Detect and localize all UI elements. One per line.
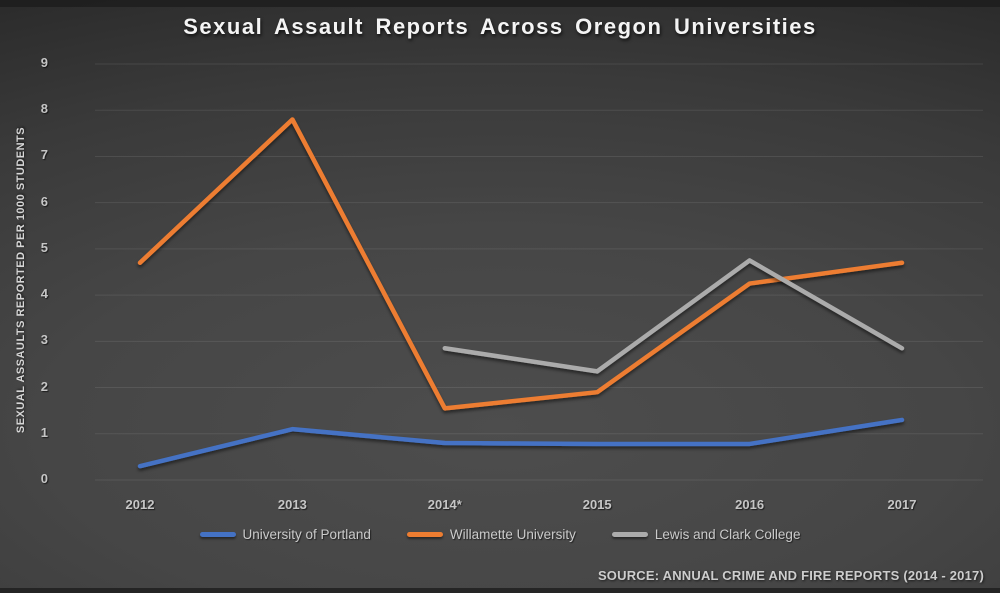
series-line-willamette-university bbox=[137, 117, 905, 411]
top-edge-strip bbox=[0, 0, 1000, 7]
x-tick-label: 2016 bbox=[735, 497, 765, 512]
series-lines bbox=[137, 117, 905, 469]
legend-item: Willamette University bbox=[406, 527, 576, 542]
bottom-edge-strip bbox=[0, 588, 1000, 593]
x-tick-label: 2017 bbox=[887, 497, 917, 512]
y-tick-label: 3 bbox=[40, 332, 48, 348]
legend-item: University of Portland bbox=[199, 527, 371, 542]
y-tick-label: 5 bbox=[40, 239, 48, 255]
y-tick-label: 0 bbox=[40, 471, 48, 486]
x-tick-label: 2012 bbox=[125, 497, 155, 512]
legend-swatch-icon bbox=[406, 532, 443, 537]
x-tick-label: 2014* bbox=[427, 497, 462, 512]
series-line-university-of-portland bbox=[137, 417, 905, 469]
chart-legend: University of Portland Willamette Univers… bbox=[0, 527, 1000, 542]
x-tick-label: 2015 bbox=[582, 497, 612, 512]
y-tick-label: 6 bbox=[40, 193, 48, 209]
legend-label: Willamette University bbox=[449, 527, 576, 542]
legend-swatch-icon bbox=[611, 532, 648, 537]
series-line-lewis-and-clark-college bbox=[442, 258, 905, 374]
y-tick-label: 9 bbox=[40, 55, 48, 70]
legend-item: Lewis and Clark College bbox=[611, 527, 801, 542]
legend-label: University of Portland bbox=[242, 527, 371, 542]
x-tick-label: 2013 bbox=[277, 497, 307, 512]
chart-title: Sexual Assault Reports Across Oregon Uni… bbox=[183, 14, 817, 39]
legend-label: Lewis and Clark College bbox=[654, 527, 801, 542]
y-tick-label: 4 bbox=[40, 286, 48, 302]
gridlines bbox=[95, 63, 983, 481]
y-tick-label: 2 bbox=[40, 378, 48, 394]
y-tick-label: 8 bbox=[40, 101, 48, 117]
y-tick-label: 7 bbox=[40, 147, 48, 163]
legend-swatch-icon bbox=[199, 532, 236, 537]
source-note: SOURCE: ANNUAL CRIME AND FIRE REPORTS (2… bbox=[597, 568, 984, 583]
y-tick-label: 1 bbox=[40, 424, 48, 440]
